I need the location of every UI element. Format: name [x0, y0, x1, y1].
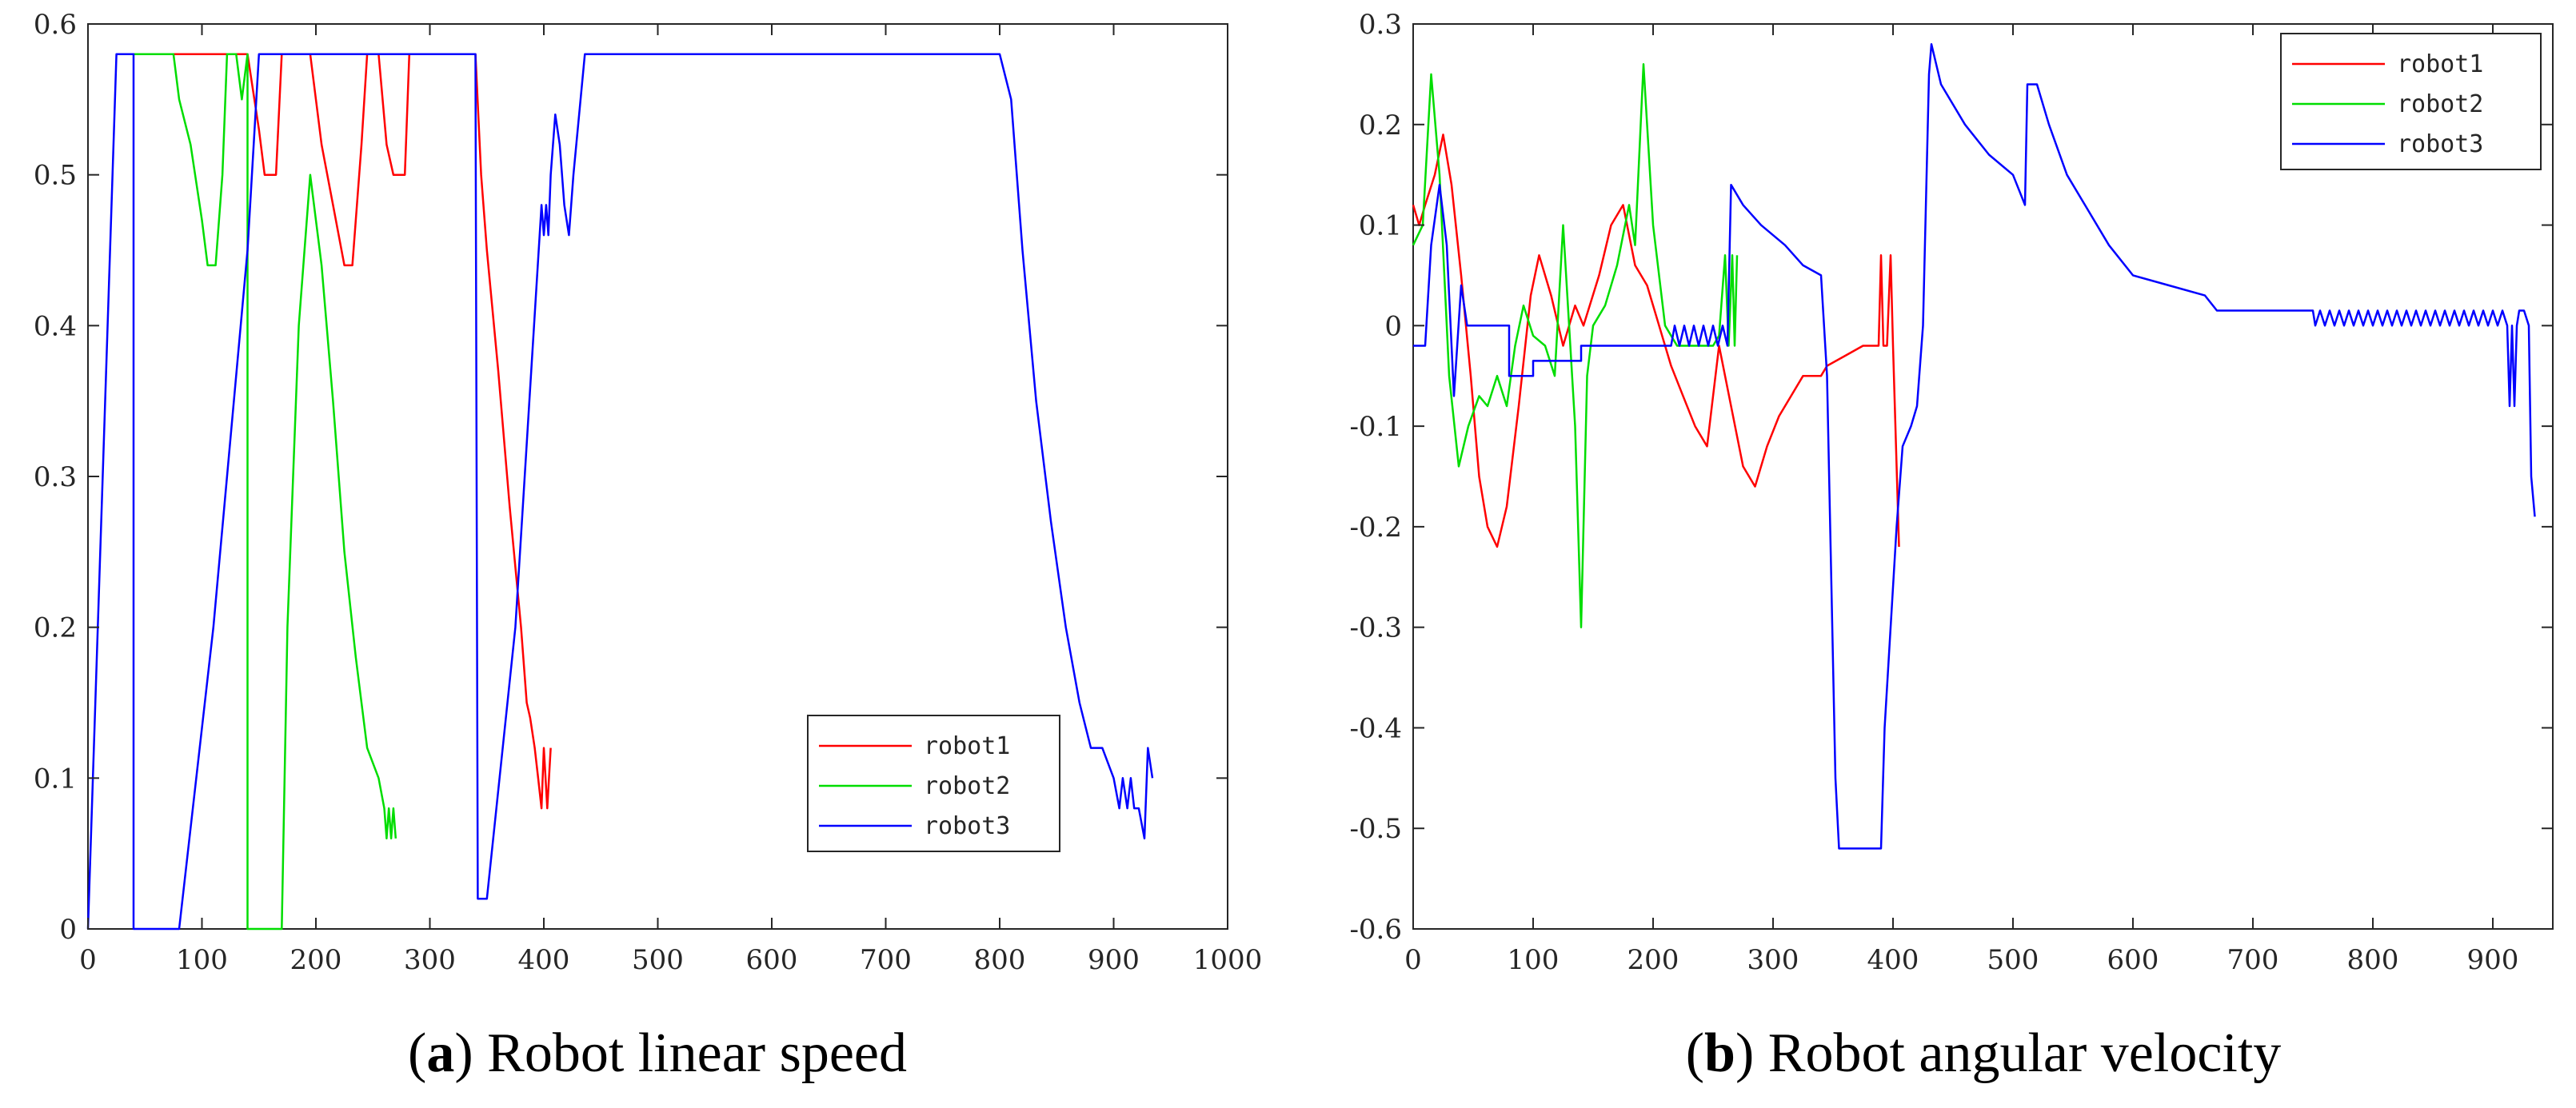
x-tick-label: 600: [2107, 944, 2159, 976]
y-tick-label: -0.2: [1349, 512, 1402, 544]
y-tick-label: 0.3: [34, 461, 77, 493]
y-tick-label: -0.3: [1349, 612, 1402, 644]
y-tick-label: 0.6: [34, 9, 77, 41]
caption-text: Robot linear speed: [487, 1022, 907, 1084]
chart-angular-velocity: -0.6 -0.5 -0.4 -0.3 -0.2 -0.1 0 0.1 0.2 0.3 0 100 2…: [1349, 9, 2554, 1084]
caption-text: Robot angular velocity: [1768, 1022, 2282, 1084]
y-tick-label: -0.6: [1349, 914, 1402, 946]
caption-letter: b: [1704, 1022, 1735, 1084]
legend-label-robot3: robot3: [2397, 130, 2483, 158]
legend-label-robot1: robot1: [2397, 50, 2483, 78]
x-tick-label: 100: [1508, 944, 1560, 976]
x-tick-label: 300: [404, 944, 456, 976]
y-tick-label: 0: [59, 914, 77, 946]
x-tick-label: 500: [632, 944, 684, 976]
y-tick-label: 0.1: [1359, 210, 1402, 242]
series-line-robot3: [86, 53, 1154, 931]
legend-box: [2280, 33, 2542, 170]
y-tick-label: 0.3: [1359, 9, 1402, 41]
x-tick-label: 0: [79, 944, 97, 976]
x-tick-label: 900: [2467, 944, 2519, 976]
x-tick-label: 600: [746, 944, 798, 976]
y-tick-label: -0.5: [1349, 813, 1402, 845]
plot-area: [1412, 23, 2554, 930]
y-tick-label: 0.5: [34, 160, 77, 192]
x-tick-label: 300: [1747, 944, 1799, 976]
x-tick-label: 1000: [1193, 944, 1263, 976]
x-tick-label: 800: [2347, 944, 2399, 976]
series-line-robot3: [1413, 42, 2536, 850]
y-tick-label: -0.4: [1349, 712, 1402, 744]
y-tick-label: 0.1: [34, 763, 77, 795]
x-tick-label: 200: [1627, 944, 1679, 976]
legend-label-robot3: robot3: [924, 812, 1010, 840]
y-tick-label: 0.4: [34, 310, 77, 342]
x-tick-label: 200: [290, 944, 342, 976]
caption-letter: a: [426, 1022, 454, 1084]
y-axis-ticks: -0.6 -0.5 -0.4 -0.3 -0.2 -0.1 0 0.1 0.2 0.3: [1349, 9, 2553, 946]
y-tick-label: 0.2: [1359, 110, 1402, 141]
legend-label-robot2: robot2: [2397, 90, 2483, 118]
y-axis-ticks: 0 0.1 0.2 0.3 0.4 0.5 0.6: [34, 9, 1228, 946]
x-tick-label: 500: [1987, 944, 2039, 976]
x-tick-label: 700: [860, 944, 912, 976]
caption: (b) Robot angular velocity: [1686, 1022, 2282, 1084]
legend: robot1 robot2 robot3: [2280, 33, 2542, 170]
series-layer: [86, 53, 1154, 931]
x-tick-label: 100: [176, 944, 228, 976]
series-layer: [1412, 42, 2536, 850]
x-axis-ticks: 0 100 200 300 400 500 600 700 800 900: [1404, 24, 2518, 976]
y-tick-label: 0.2: [34, 612, 77, 644]
series-line-robot1: [1412, 134, 1900, 548]
legend-label-robot1: robot1: [924, 732, 1010, 760]
y-tick-label: 0: [1384, 310, 1402, 342]
y-tick-label: -0.1: [1349, 411, 1402, 443]
series-line-robot2: [122, 53, 397, 931]
caption: (a) Robot linear speed: [408, 1022, 907, 1084]
legend-label-robot2: robot2: [924, 772, 1010, 800]
legend: robot1 robot2 robot3: [807, 715, 1060, 852]
x-axis-ticks: 0 100 200 300 400 500 600 700 800 900 1000: [79, 24, 1262, 976]
legend-box: [807, 715, 1060, 852]
x-tick-label: 0: [1404, 944, 1422, 976]
x-tick-label: 400: [518, 944, 570, 976]
x-tick-label: 800: [974, 944, 1026, 976]
chart-linear-speed: 0 0.1 0.2 0.3 0.4 0.5 0.6 0 100 200 300 400 500 600 7…: [34, 9, 1262, 1084]
x-tick-label: 700: [2227, 944, 2279, 976]
x-tick-label: 400: [1867, 944, 1919, 976]
x-tick-label: 900: [1088, 944, 1140, 976]
